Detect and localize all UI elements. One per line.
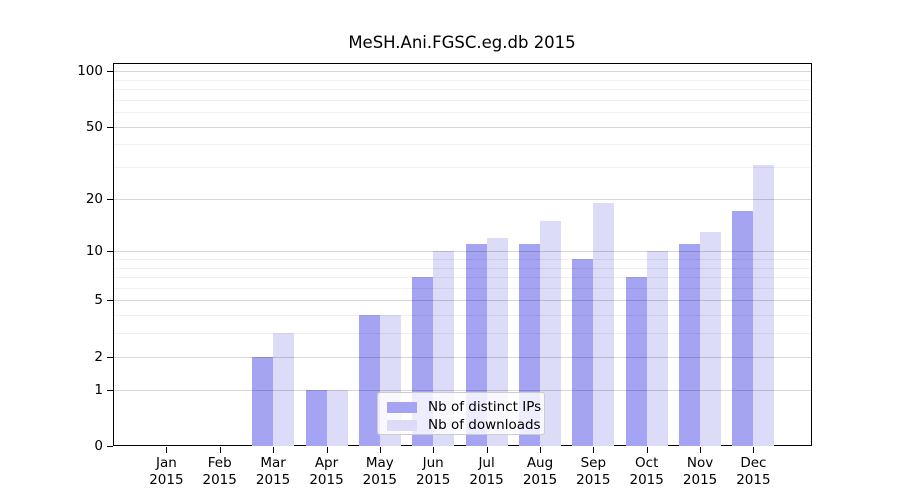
y-tick-mark-0 <box>107 446 113 447</box>
bar-downloads-mar <box>273 333 295 446</box>
x-tick-mark-oct <box>646 447 648 453</box>
x-tick-mark-sep <box>593 447 595 453</box>
legend: Nb of distinct IPs Nb of downloads <box>377 392 545 435</box>
gridline-70 <box>114 100 811 101</box>
x-tick-mark-aug <box>540 447 541 453</box>
bar-ips-apr <box>305 389 327 446</box>
legend-swatch-downloads <box>387 419 417 431</box>
gridline-90 <box>114 80 811 81</box>
x-tick-mark-feb <box>219 447 221 453</box>
y-tick-mark-100 <box>107 71 113 72</box>
y-tick-mark-1 <box>107 390 113 391</box>
x-tick-label-sep: Sep 2015 <box>576 455 611 488</box>
y-tick-mark-2 <box>107 357 113 358</box>
legend-label-downloads: Nb of downloads <box>428 417 541 433</box>
x-tick-mark-nov <box>700 447 702 453</box>
y-tick-label-5: 5 <box>94 292 103 308</box>
gridline-80 <box>114 89 811 90</box>
x-tick-mark-apr <box>326 447 328 453</box>
chart-title: MeSH.Ani.FGSC.eg.db 2015 <box>348 33 576 52</box>
gridline-20 <box>114 199 811 200</box>
x-tick-mark-dec <box>753 447 755 453</box>
x-tick-label-feb: Feb 2015 <box>202 455 237 488</box>
x-tick-label-jul: Jul 2015 <box>469 455 504 488</box>
gridline-2 <box>114 357 811 358</box>
y-tick-label-100: 100 <box>77 63 103 79</box>
bar-downloads-apr <box>326 389 348 446</box>
x-tick-mark-may <box>379 447 381 453</box>
bar-downloads-nov <box>700 231 722 446</box>
x-tick-label-mar: Mar 2015 <box>255 455 291 488</box>
bar-downloads-oct <box>646 251 668 446</box>
bar-downloads-sep <box>593 202 615 446</box>
legend-label-distinct-ips: Nb of distinct IPs <box>428 399 542 415</box>
x-tick-label-aug: Aug 2015 <box>522 455 558 488</box>
gridline-5 <box>114 300 811 301</box>
gridline-4 <box>114 315 811 316</box>
y-tick-mark-50 <box>107 127 113 128</box>
gridline-1 <box>114 390 811 391</box>
y-tick-mark-5 <box>107 300 113 301</box>
bar-ips-dec <box>732 211 754 446</box>
gridline-60 <box>114 112 811 113</box>
legend-item-downloads: Nb of downloads <box>387 417 541 433</box>
x-tick-label-jun: Jun 2015 <box>416 455 451 488</box>
y-tick-label-10: 10 <box>85 243 103 259</box>
y-tick-label-1: 1 <box>94 382 103 398</box>
bar-ips-sep <box>572 259 594 446</box>
x-tick-mark-mar <box>273 447 275 453</box>
gridline-40 <box>114 144 811 145</box>
y-tick-label-50: 50 <box>85 119 103 135</box>
gridline-50 <box>114 127 811 128</box>
x-tick-label-dec: Dec 2015 <box>736 455 771 488</box>
y-tick-mark-20 <box>107 199 113 200</box>
bar-ips-mar <box>252 356 274 446</box>
bar-ips-oct <box>625 277 647 446</box>
x-tick-mark-jun <box>433 447 435 453</box>
y-tick-label-2: 2 <box>94 349 103 365</box>
gridline-9 <box>114 259 811 260</box>
gridline-6 <box>114 288 811 289</box>
gridline-7 <box>114 277 811 278</box>
x-tick-label-oct: Oct 2015 <box>629 455 664 488</box>
x-tick-label-apr: Apr 2015 <box>309 455 344 488</box>
legend-swatch-distinct-ips <box>387 401 417 413</box>
y-tick-label-20: 20 <box>85 191 103 207</box>
x-tick-mark-jul <box>486 447 488 453</box>
bar-ips-may <box>358 315 380 446</box>
x-tick-mark-jan <box>166 447 168 453</box>
gridline-100 <box>114 71 811 72</box>
x-tick-label-jan: Jan 2015 <box>149 455 184 488</box>
gridline-3 <box>114 333 811 334</box>
bar-ips-nov <box>679 244 701 446</box>
y-tick-label-0: 0 <box>94 438 103 454</box>
x-tick-label-may: May 2015 <box>362 455 397 488</box>
bar-downloads-dec <box>753 164 775 446</box>
legend-item-distinct-ips: Nb of distinct IPs <box>387 399 541 415</box>
x-tick-label-nov: Nov 2015 <box>682 455 718 488</box>
gridline-8 <box>114 268 811 269</box>
bar-downloads-aug <box>540 220 561 446</box>
gridline-30 <box>114 167 811 168</box>
gridline-10 <box>114 251 811 252</box>
y-tick-mark-10 <box>107 251 113 252</box>
